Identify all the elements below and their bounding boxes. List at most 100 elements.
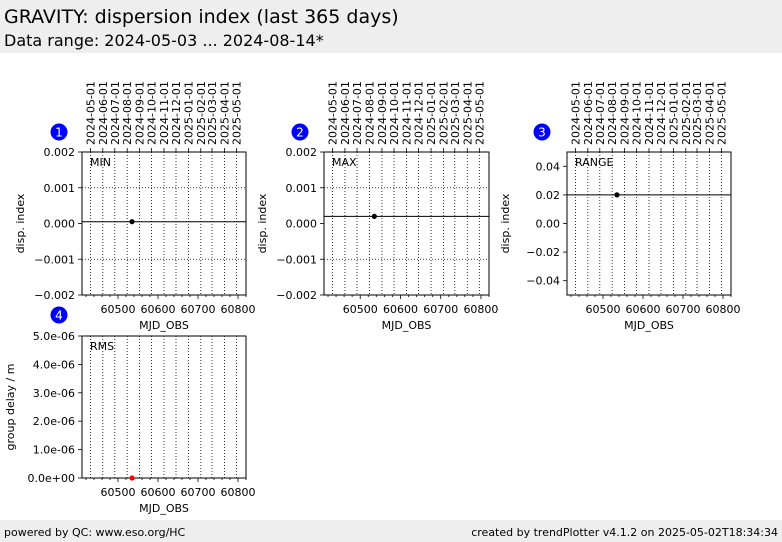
date-tick-label: 2024-07-01 <box>109 81 122 145</box>
date-tick-label: 2024-05-01 <box>84 81 97 145</box>
x-tick-label: 60500 <box>101 303 136 316</box>
panel-label: MIN <box>90 156 111 169</box>
x-axis-label: MJD_OBS <box>139 502 189 515</box>
date-tick-label: 2025-01-01 <box>182 81 195 145</box>
x-tick-label: 60700 <box>666 303 701 316</box>
x-tick-label: 60600 <box>626 303 661 316</box>
charts-canvas: 60500 60600 60700 60800 MJD_OBS −0.002 −0.001 0… <box>4 81 741 515</box>
y-axis-label: disp. index <box>14 193 27 253</box>
date-tick-label: 2025-05-01 <box>715 81 728 145</box>
date-tick-label: 2024-09-01 <box>619 81 632 145</box>
chart-panel-2: 60500 60600 60700 60800 MJD_OBS −0.002 −0.001 0… <box>256 81 498 332</box>
x-tick-label: 60800 <box>221 486 256 499</box>
date-tick-label: 2025-05-01 <box>230 81 243 145</box>
date-tick-label: 2024-09-01 <box>376 81 389 145</box>
date-tick-label: 2025-03-01 <box>691 81 704 145</box>
date-tick-label: 2025-04-01 <box>461 81 474 145</box>
date-tick-label: 2025-04-01 <box>218 81 231 145</box>
badge-circle <box>533 123 551 141</box>
y-tick-label: 0.002 <box>44 146 76 159</box>
panel-label: MAX <box>332 156 357 169</box>
x-tick-label: 60700 <box>181 486 216 499</box>
date-tick-label: 2024-07-01 <box>594 81 607 145</box>
date-tick-label: 2025-03-01 <box>206 81 219 145</box>
date-tick-label: 2024-05-01 <box>569 81 582 145</box>
date-tick-label: 2024-11-01 <box>401 81 414 145</box>
x-tick-label: 60800 <box>463 303 498 316</box>
y-tick-label: 2.0e-06 <box>33 415 75 428</box>
y-tick-label: 0.001 <box>44 182 76 195</box>
date-tick-label: 2024-11-01 <box>643 81 656 145</box>
data-point <box>129 219 135 225</box>
footer-powered-by: powered by QC: www.eso.org/HC <box>4 526 186 539</box>
date-tick-label: 2025-01-01 <box>425 81 438 145</box>
chart-panel-1: 60500 60600 60700 60800 MJD_OBS −0.002 −0.001 0… <box>14 81 256 332</box>
date-tick-label: 2024-06-01 <box>339 81 352 145</box>
page-subtitle: Data range: 2024-05-03 ... 2024-08-14* <box>4 31 324 50</box>
badge-circle <box>50 306 68 324</box>
panel-label: RMS <box>90 340 114 353</box>
date-tick-label: 2024-11-01 <box>158 81 171 145</box>
y-axis-label: group delay / m <box>4 364 17 451</box>
date-tick-label: 2024-08-01 <box>363 81 376 145</box>
data-point <box>371 213 377 219</box>
y-axis-label: disp. index <box>256 193 269 253</box>
date-tick-label: 2025-01-01 <box>667 81 680 145</box>
date-tick-label: 2024-05-01 <box>326 81 339 145</box>
x-tick-label: 60600 <box>383 303 418 316</box>
date-tick-label: 2024-12-01 <box>413 81 426 145</box>
badge-number: 2 <box>296 126 304 140</box>
footer-created-by: created by trendPlotter v4.1.2 on 2025-0… <box>471 526 778 539</box>
badge-number: 4 <box>55 309 63 323</box>
y-tick-label: −0.002 <box>276 289 317 302</box>
y-tick-label: −0.02 <box>526 246 560 259</box>
x-tick-label: 60500 <box>586 303 621 316</box>
x-tick-label: 60800 <box>706 303 741 316</box>
x-tick-label: 60700 <box>181 303 216 316</box>
date-tick-label: 2024-08-01 <box>606 81 619 145</box>
x-axis-label: MJD_OBS <box>624 319 674 332</box>
x-tick-label: 60800 <box>221 303 256 316</box>
date-tick-label: 2025-02-01 <box>438 81 451 145</box>
date-tick-label: 2025-05-01 <box>473 81 486 145</box>
y-tick-label: 0.000 <box>44 218 76 231</box>
date-tick-label: 2024-07-01 <box>351 81 364 145</box>
date-tick-label: 2025-04-01 <box>703 81 716 145</box>
date-tick-label: 2024-10-01 <box>631 81 644 145</box>
x-tick-label: 60600 <box>141 303 176 316</box>
data-point <box>614 192 620 198</box>
page-title: GRAVITY: dispersion index (last 365 days… <box>4 6 399 28</box>
date-tick-label: 2024-06-01 <box>97 81 110 145</box>
data-point <box>129 475 135 481</box>
y-tick-label: 0.0e+00 <box>28 472 75 485</box>
y-tick-label: −0.001 <box>276 253 317 266</box>
y-tick-label: −0.002 <box>34 289 75 302</box>
x-tick-label: 60600 <box>141 486 176 499</box>
y-tick-label: 3.0e-06 <box>33 387 75 400</box>
date-tick-label: 2024-09-01 <box>134 81 147 145</box>
y-tick-label: 0.001 <box>286 182 318 195</box>
date-tick-label: 2024-10-01 <box>388 81 401 145</box>
x-tick-label: 60500 <box>343 303 378 316</box>
y-tick-label: 0.04 <box>536 160 561 173</box>
date-tick-label: 2025-02-01 <box>195 81 208 145</box>
plot-frame <box>81 335 247 479</box>
y-tick-label: 1.0e-06 <box>33 444 75 457</box>
chart-panel-3: 60500 60600 60700 60800 MJD_OBS −0.04 −0.02 0.0… <box>499 81 741 332</box>
y-tick-label: 0.02 <box>536 189 561 202</box>
date-tick-label: 2025-02-01 <box>680 81 693 145</box>
header-band: GRAVITY: dispersion index (last 365 days… <box>0 0 782 53</box>
x-axis-label: MJD_OBS <box>382 319 432 332</box>
badge-circle <box>291 123 309 141</box>
date-tick-label: 2024-12-01 <box>170 81 183 145</box>
date-tick-label: 2024-06-01 <box>582 81 595 145</box>
date-tick-label: 2024-12-01 <box>655 81 668 145</box>
x-tick-label: 60700 <box>423 303 458 316</box>
date-tick-label: 2025-03-01 <box>449 81 462 145</box>
panel-label: RANGE <box>575 156 613 169</box>
y-tick-label: 5.0e-06 <box>33 330 75 343</box>
badge-number: 1 <box>55 126 63 140</box>
y-tick-label: 0.00 <box>536 218 561 231</box>
y-tick-label: 0.002 <box>286 146 318 159</box>
y-tick-label: 4.0e-06 <box>33 358 75 371</box>
